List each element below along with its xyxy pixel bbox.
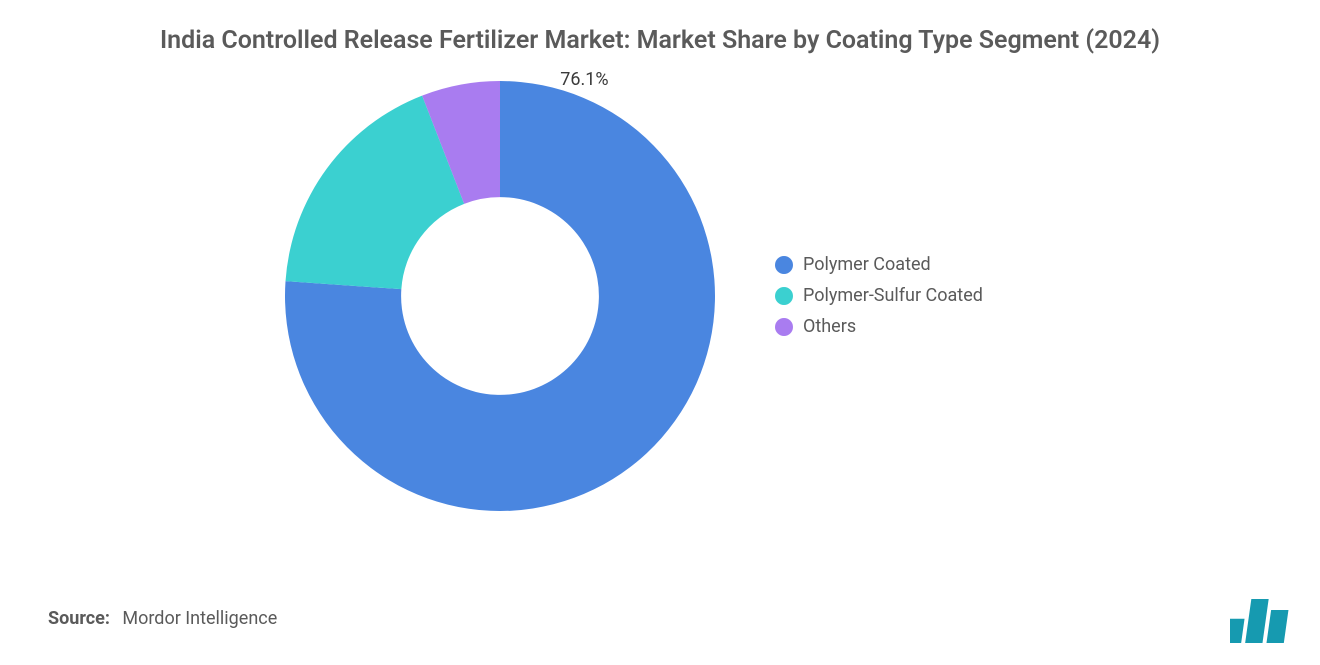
legend-item: Polymer Coated [775, 254, 1035, 275]
source-label: Source: [48, 608, 110, 629]
source-line: Source: Mordor Intelligence [48, 608, 277, 629]
chart-title: India Controlled Release Fertilizer Mark… [120, 24, 1200, 58]
legend-item: Polymer-Sulfur Coated [775, 285, 1035, 306]
legend: Polymer Coated Polymer-Sulfur Coated Other… [775, 254, 1035, 337]
logo-icon [1230, 599, 1290, 643]
legend-swatch [775, 318, 793, 336]
slice-value-label: 76.1% [560, 69, 608, 90]
chart-area: 76.1% Polymer Coated Polymer-Sulfur Coate… [48, 66, 1272, 526]
brand-logo [1230, 599, 1290, 643]
logo-bar [1266, 610, 1288, 643]
legend-label: Polymer-Sulfur Coated [803, 285, 983, 306]
legend-label: Others [803, 316, 856, 337]
logo-bar [1230, 619, 1245, 643]
donut-svg [285, 81, 715, 511]
donut-chart: 76.1% [285, 81, 715, 511]
legend-item: Others [775, 316, 1035, 337]
legend-label: Polymer Coated [803, 254, 931, 275]
source-text: Mordor Intelligence [122, 608, 277, 629]
legend-swatch [775, 256, 793, 274]
logo-bar [1245, 599, 1269, 643]
legend-swatch [775, 287, 793, 305]
chart-container: India Controlled Release Fertilizer Mark… [0, 0, 1320, 665]
